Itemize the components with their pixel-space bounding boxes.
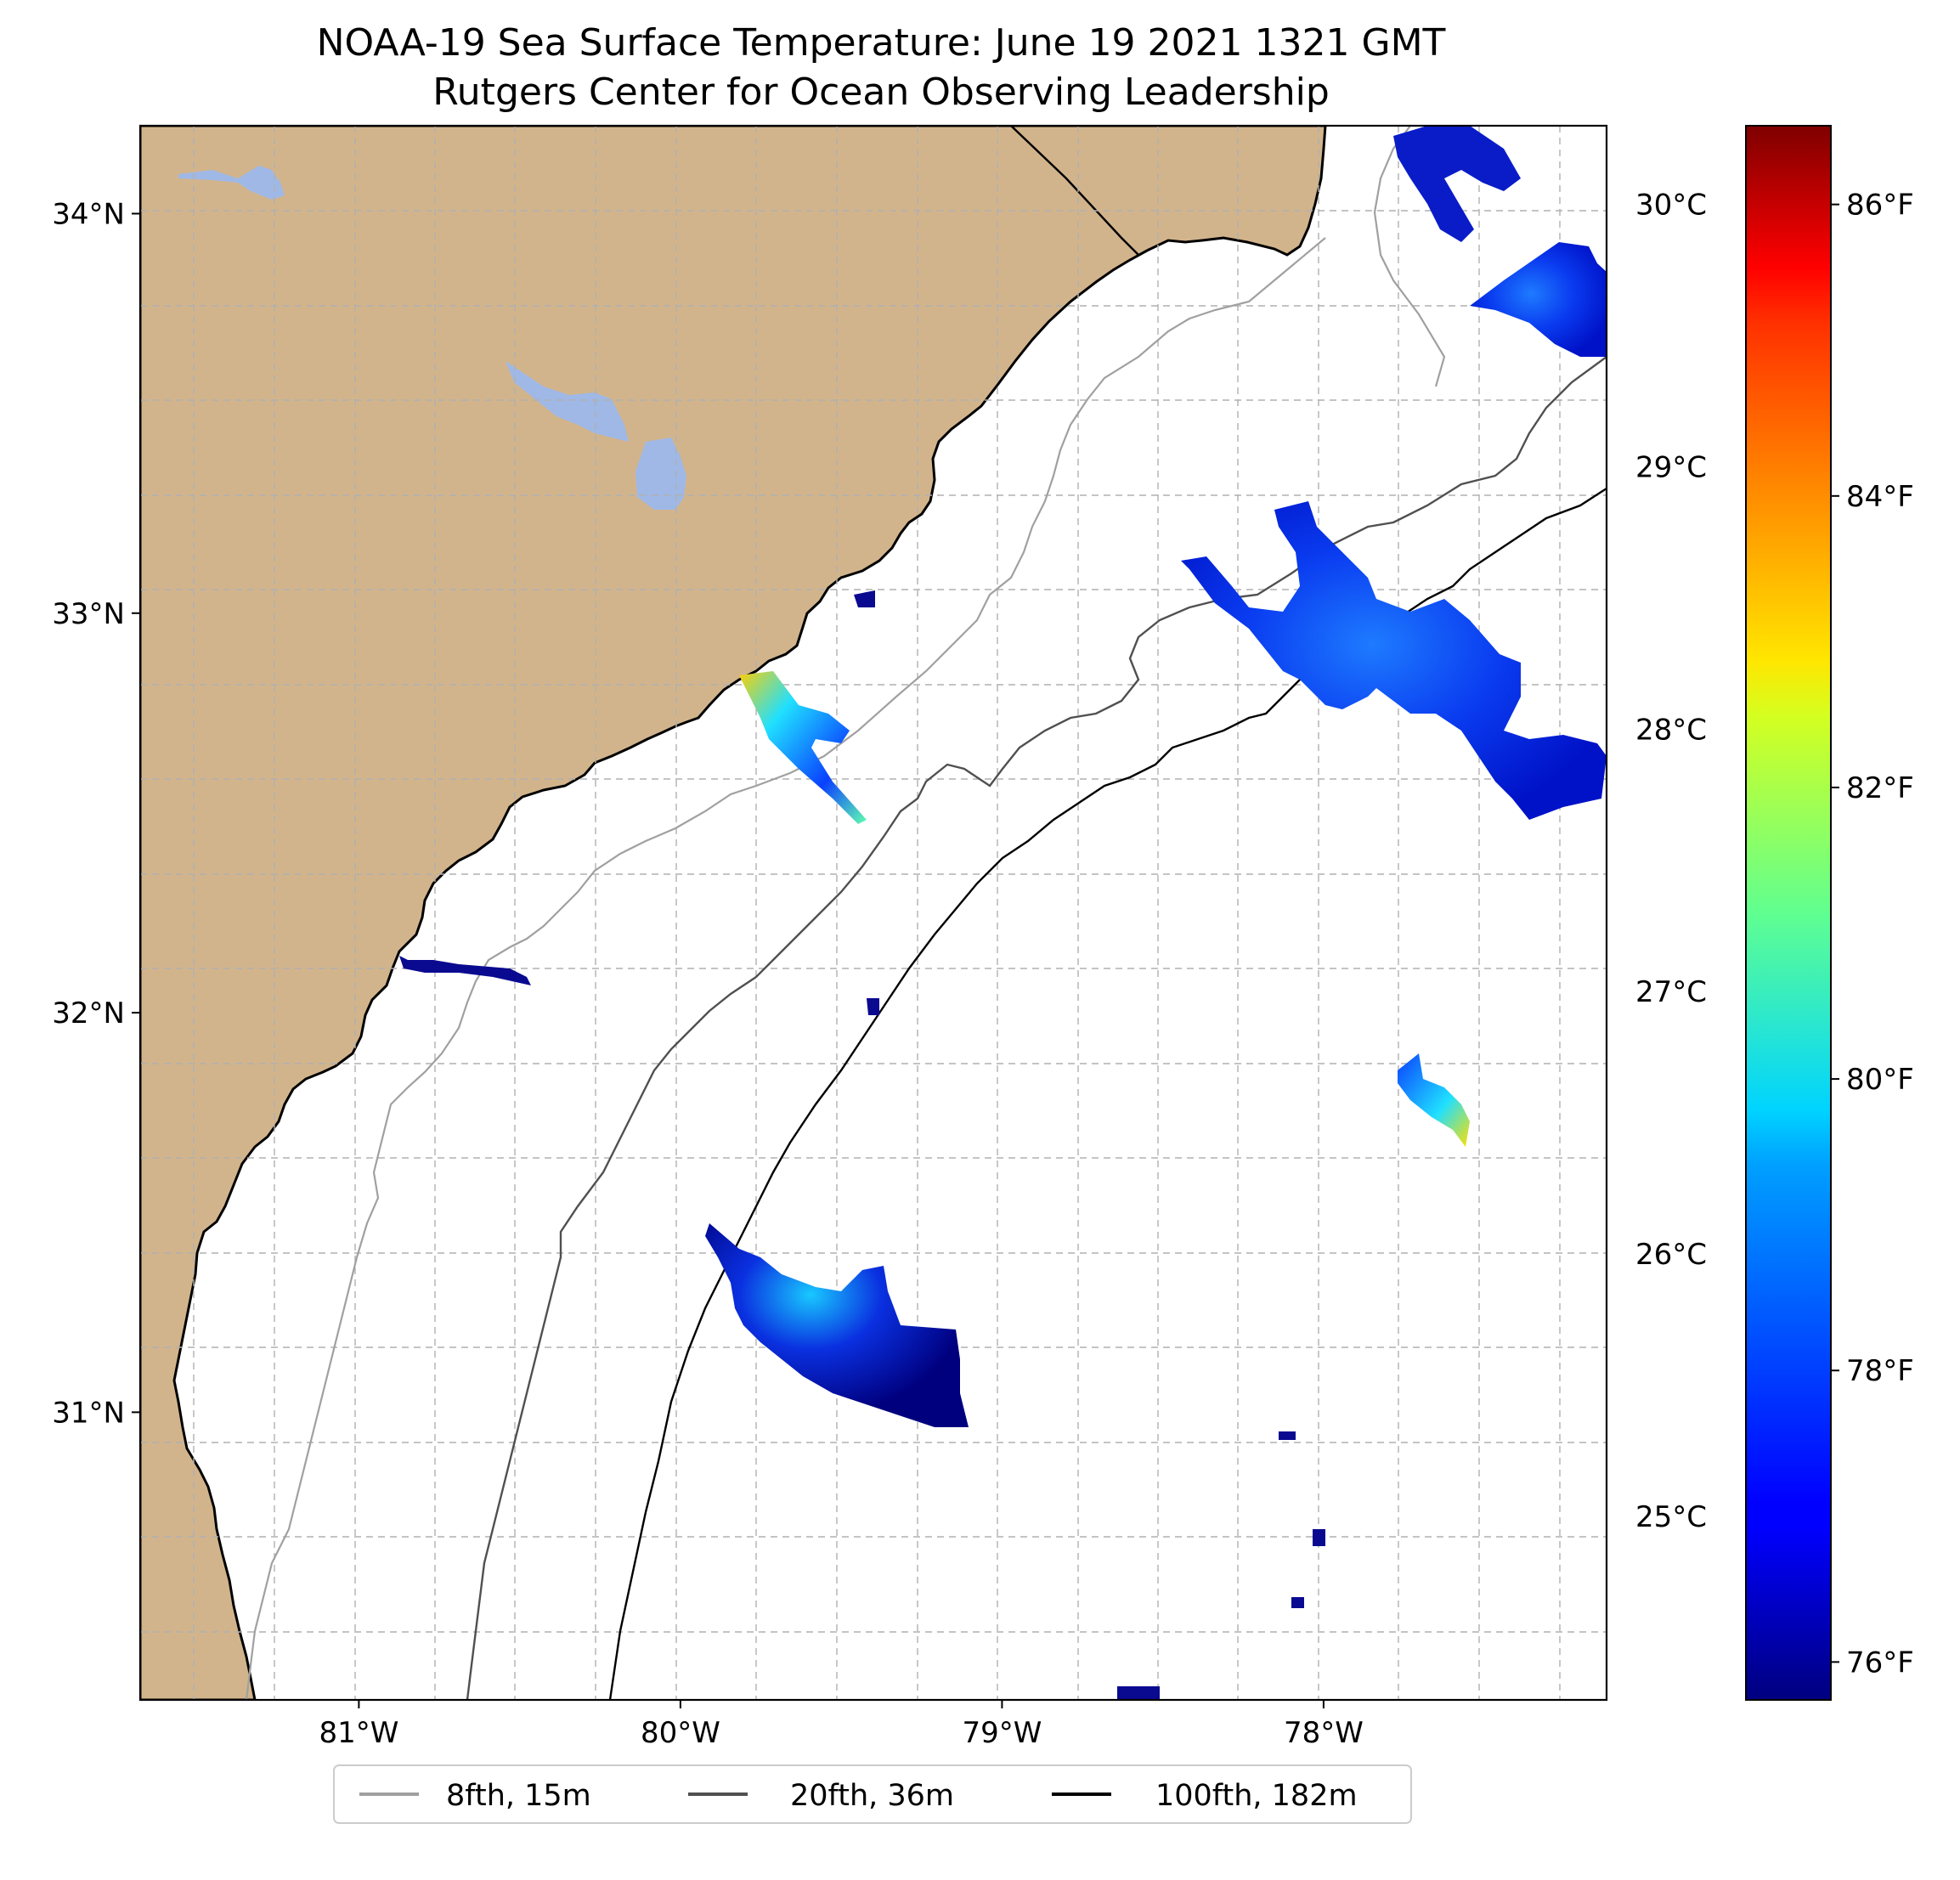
isobath-8fth — [245, 126, 1446, 1700]
lat-tick-label: 34°N — [52, 197, 125, 231]
map-area — [140, 126, 1607, 1700]
title-line-1: NOAA-19 Sea Surface Temperature: June 19… — [317, 21, 1446, 65]
sst-patch-midshelf — [1398, 1053, 1470, 1147]
sst-patch-small-6 — [1279, 1431, 1296, 1440]
celsius-tick-label: 30°C — [1635, 189, 1707, 223]
title-line-2: Rutgers Center for Ocean Observing Leade… — [432, 71, 1330, 114]
lon-tick-label: 81°W — [319, 1716, 398, 1750]
legend-label-8fth: 8fth, 15m — [446, 1779, 591, 1813]
fahrenheit-tick-label: 86°F — [1846, 189, 1914, 223]
sst-patch-small-4 — [1291, 1597, 1304, 1608]
isobath-legend: 8fth, 15m 20fth, 36m 100fth, 182m — [333, 1764, 1412, 1824]
colorbar — [1745, 125, 1832, 1701]
celsius-tick-label: 29°C — [1635, 450, 1707, 484]
sst-patch-savannah — [399, 956, 531, 985]
sst-patches — [399, 126, 1607, 1700]
lake-marion — [635, 438, 686, 510]
state-border — [1010, 126, 1139, 256]
lon-tick-labels: 81°W 80°W 79°W 78°W — [319, 1700, 1364, 1750]
lon-tick-label: 79°W — [962, 1716, 1042, 1750]
land-mass — [140, 126, 1327, 1700]
celsius-tick-label: 26°C — [1635, 1238, 1707, 1272]
lon-tick-label: 80°W — [641, 1716, 720, 1750]
gridlines — [140, 126, 1607, 1700]
map-frame — [138, 124, 1608, 1702]
legend-label-100fth: 100fth, 182m — [1155, 1779, 1358, 1813]
fahrenheit-tick-label: 78°F — [1846, 1354, 1914, 1388]
celsius-tick-label: 25°C — [1635, 1500, 1707, 1534]
lat-tick-label: 31°N — [52, 1396, 125, 1430]
sst-patch-small-1 — [854, 590, 875, 607]
lat-tick-label: 33°N — [52, 597, 125, 631]
celsius-tick-label: 27°C — [1635, 975, 1707, 1009]
colorbar-celsius-ticks: 25°C 26°C 27°C 28°C 29°C 30°C — [1635, 189, 1707, 1534]
sst-patch-small-3 — [1313, 1529, 1325, 1546]
sst-patch-northeast — [1470, 242, 1607, 357]
fahrenheit-tick-label: 80°F — [1846, 1063, 1914, 1097]
lat-tick-label: 32°N — [52, 996, 125, 1030]
sst-patch-east — [1181, 501, 1607, 820]
celsius-tick-label: 28°C — [1635, 713, 1707, 747]
lake-moultrie — [506, 361, 629, 442]
lon-tick-label: 78°W — [1284, 1716, 1364, 1750]
lake-north — [178, 166, 285, 200]
fahrenheit-tick-label: 82°F — [1846, 771, 1914, 805]
lat-tick-labels: 34°N 33°N 32°N 31°N — [52, 197, 140, 1430]
sst-patch-charleston — [739, 671, 867, 824]
fahrenheit-tick-label: 84°F — [1846, 480, 1914, 514]
legend-label-20fth: 20fth, 36m — [790, 1779, 954, 1813]
sst-patch-north — [1393, 126, 1521, 242]
colorbar-fahrenheit-ticks: 76°F 78°F 80°F 82°F 84°F 86°F — [1831, 189, 1914, 1680]
legend-box — [333, 1764, 1412, 1824]
sst-patch-small-5 — [1117, 1686, 1160, 1700]
sst-patch-south — [705, 1223, 969, 1427]
sst-patch-small-2 — [867, 998, 879, 1015]
fahrenheit-tick-label: 76°F — [1846, 1646, 1914, 1680]
